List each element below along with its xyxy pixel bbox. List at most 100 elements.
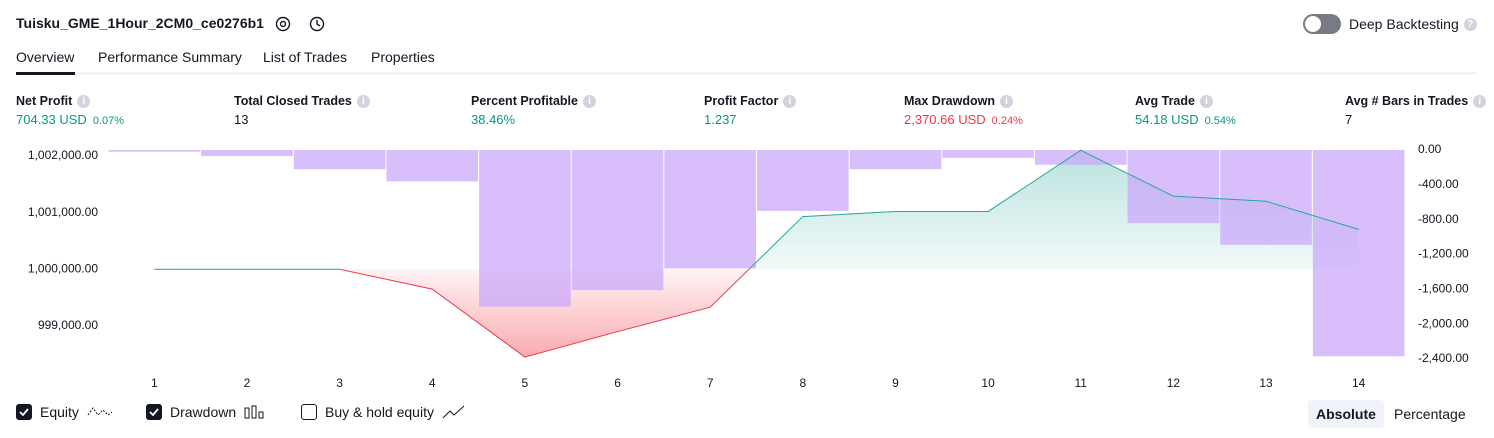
drawdown-bar xyxy=(757,150,849,211)
drawdown-bar xyxy=(571,150,664,291)
x-tick-label: 9 xyxy=(892,376,899,390)
legend-equity[interactable]: Equity xyxy=(16,404,113,420)
drawdown-bar xyxy=(849,150,942,170)
x-tick-label: 14 xyxy=(1352,376,1366,390)
toggle[interactable] xyxy=(1303,14,1341,34)
metric-percent: 0.07% xyxy=(92,115,125,127)
metric-label: Profit Factor i xyxy=(704,94,797,108)
y-tick-label: 1,001,000.00 xyxy=(28,205,98,219)
checkbox[interactable] xyxy=(16,404,32,420)
checkbox[interactable] xyxy=(146,404,162,420)
y2-tick-label: -2,400.00 xyxy=(1418,351,1469,365)
metric-name: Total Closed Trades xyxy=(234,94,352,108)
tab[interactable]: List of Trades xyxy=(263,49,348,65)
metric-value: 7 xyxy=(1345,112,1352,127)
drawdown-bar xyxy=(1312,150,1405,357)
x-tick-label: 13 xyxy=(1259,376,1273,390)
metric-number: 54.18 USD xyxy=(1135,112,1199,127)
metric-label: Avg # Bars in Trades i xyxy=(1345,94,1487,108)
mode-button[interactable]: Percentage xyxy=(1394,406,1466,422)
x-tick-label: 11 xyxy=(1075,376,1088,390)
drawdown-bar xyxy=(1127,150,1220,224)
metric-number: 704.33 USD xyxy=(16,112,87,127)
drawdown-bar xyxy=(942,150,1034,158)
y-tick-label: 1,000,000.00 xyxy=(28,261,98,275)
legend-buy-hold[interactable]: Buy & hold equity xyxy=(301,404,466,420)
drawdown-bar xyxy=(1034,150,1127,165)
x-tick-label: 2 xyxy=(244,376,251,390)
x-tick-label: 1 xyxy=(151,376,158,390)
metric-number: 7 xyxy=(1345,112,1353,127)
y2-tick-label: -1,600.00 xyxy=(1418,281,1469,295)
tab-divider xyxy=(16,72,1476,75)
metric-name: Max Drawdown xyxy=(904,94,995,108)
metric-name: Net Profit xyxy=(16,94,73,108)
info-icon[interactable]: i xyxy=(1473,94,1487,108)
metric-name: Avg Trade xyxy=(1135,94,1195,108)
metric-label: Avg Trade i xyxy=(1135,94,1213,108)
metric-percent: 0.24% xyxy=(991,115,1023,127)
deep-backtesting-label: Deep Backtesting xyxy=(1349,16,1459,32)
legend-label: Equity xyxy=(40,404,79,420)
metric-label: Percent Profitable i xyxy=(471,94,596,108)
x-tick-label: 8 xyxy=(799,376,806,390)
metric-value: 13 xyxy=(234,112,248,127)
drawdown-bar xyxy=(108,150,201,152)
metric-percent: 0.54% xyxy=(1204,115,1236,127)
info-icon[interactable]: i xyxy=(783,94,797,108)
tab[interactable]: Overview xyxy=(16,49,75,65)
drawdown-bar xyxy=(479,150,571,307)
y2-tick-label: 0.00 xyxy=(1418,142,1442,156)
deep-backtesting: Deep Backtesting? xyxy=(1349,16,1477,32)
metric-name: Profit Factor xyxy=(704,94,779,108)
metric-number: 38.46% xyxy=(471,112,516,127)
y2-tick-label: -1,200.00 xyxy=(1418,247,1469,261)
x-tick-label: 4 xyxy=(429,376,436,390)
y-tick-label: 1,002,000.00 xyxy=(28,148,98,162)
metric-value: 38.46% xyxy=(471,112,515,127)
equity-area xyxy=(154,150,1359,358)
y2-tick-label: -400.00 xyxy=(1418,177,1459,191)
metric-name: Percent Profitable xyxy=(471,94,578,108)
info-icon[interactable]: i xyxy=(356,94,370,108)
x-tick-label: 5 xyxy=(522,376,529,390)
strategy-title: Tuisku_GME_1Hour_2CM0_ce0276b1 xyxy=(16,15,264,31)
metric-number: 2,370.66 USD xyxy=(904,112,986,127)
drawdown-bar xyxy=(293,150,386,170)
y2-tick-label: -2,000.00 xyxy=(1418,316,1469,330)
x-tick-label: 10 xyxy=(981,376,995,390)
tab[interactable]: Properties xyxy=(371,49,435,65)
metric-name: Avg # Bars in Trades xyxy=(1345,94,1469,108)
drawdown-bar xyxy=(1220,150,1312,245)
metric-number: 1.237 xyxy=(704,112,737,127)
metric-value: 54.18 USD 0.54% xyxy=(1135,112,1236,127)
metric-label: Net Profit i xyxy=(16,94,91,108)
legend-label: Drawdown xyxy=(170,404,237,420)
mode-button[interactable]: Absolute xyxy=(1308,400,1384,428)
info-icon[interactable]: i xyxy=(1000,94,1013,108)
info-icon[interactable]: i xyxy=(582,94,596,108)
checkbox[interactable] xyxy=(301,404,317,420)
metric-value: 1.237 xyxy=(704,112,737,127)
legend-drawdown[interactable]: Drawdown xyxy=(146,404,266,420)
info-icon[interactable]: i xyxy=(1199,94,1213,108)
drawdown-bar xyxy=(386,150,479,182)
tab[interactable]: Performance Summary xyxy=(98,49,242,65)
info-icon[interactable]: ? xyxy=(1463,17,1477,31)
x-tick-label: 6 xyxy=(614,376,621,390)
equity-line xyxy=(154,149,1359,358)
header-icons[interactable] xyxy=(274,15,334,33)
info-icon[interactable]: i xyxy=(77,94,91,108)
metric-label: Max Drawdown i xyxy=(904,94,1013,108)
y-tick-label: 999,000.00 xyxy=(38,318,98,332)
metric-value: 704.33 USD 0.07% xyxy=(16,112,124,127)
x-tick-label: 3 xyxy=(336,376,343,390)
x-tick-label: 12 xyxy=(1167,376,1181,390)
tab-indicator xyxy=(16,72,75,75)
x-tick-label: 7 xyxy=(707,376,714,390)
metric-label: Total Closed Trades i xyxy=(234,94,370,108)
drawdown-bar xyxy=(664,150,756,269)
legend-label: Buy & hold equity xyxy=(325,404,434,420)
drawdown-bar xyxy=(201,150,293,157)
